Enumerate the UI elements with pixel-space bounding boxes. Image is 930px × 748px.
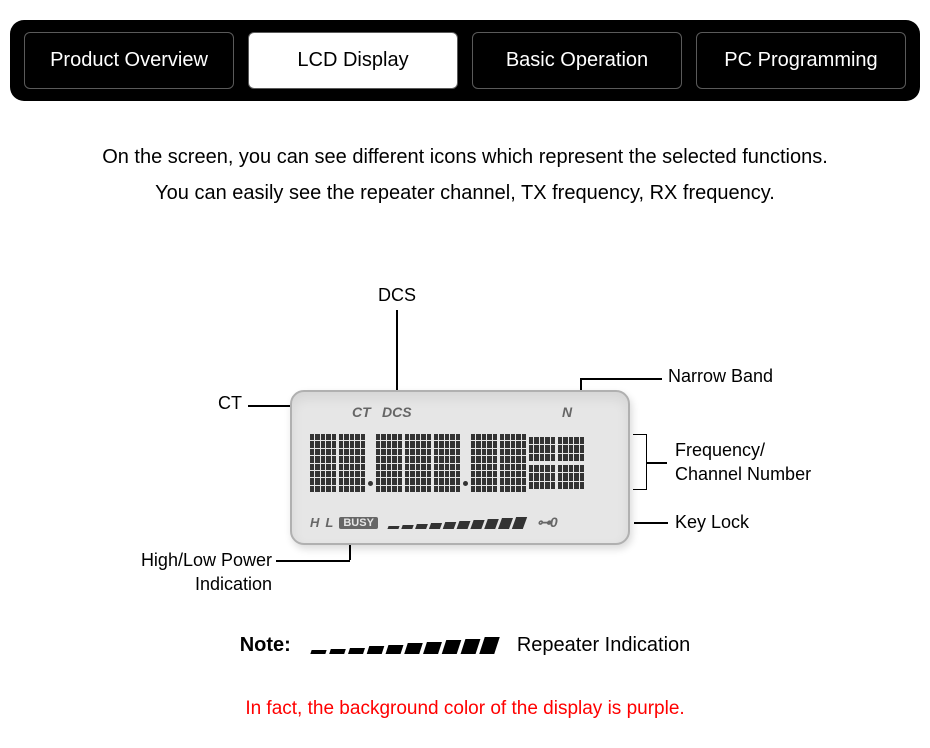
lcd-h-label: H	[310, 515, 319, 530]
tab-bar: Product Overview LCD Display Basic Opera…	[10, 20, 920, 101]
tab-pc-programming[interactable]: PC Programming	[696, 32, 906, 89]
lcd-panel: CT DCS N H L BUSY ⊶0	[290, 390, 630, 545]
lcd-digit	[500, 434, 526, 492]
callout-narrow-band: Narrow Band	[668, 366, 773, 387]
lcd-digit	[405, 434, 431, 492]
callout-hl-2: Indication	[140, 574, 272, 595]
lcd-digit	[471, 434, 497, 492]
line-hl-h	[276, 560, 350, 562]
keylock-icon: ⊶0	[537, 514, 557, 531]
callout-hl-1: High/Low Power	[140, 550, 272, 571]
lcd-bottom-row: H L BUSY ⊶0	[310, 514, 610, 531]
lcd-n-label: N	[562, 404, 572, 420]
line-keylock	[634, 522, 668, 524]
line-freq	[647, 462, 667, 464]
note-text: Repeater Indication	[517, 634, 690, 657]
note-row: Note: Repeater Indication	[0, 634, 930, 657]
lcd-busy-badge: BUSY	[339, 517, 378, 529]
intro-line-2: You can easily see the repeater channel,…	[30, 175, 900, 211]
line-narrow-h	[580, 378, 662, 380]
lcd-dcs-label: DCS	[382, 404, 412, 420]
lcd-digit-small	[558, 437, 584, 489]
lcd-digit	[376, 434, 402, 492]
lcd-diagram: DCS CT Narrow Band Frequency/ Channel Nu…	[0, 280, 930, 590]
lcd-dot	[463, 481, 468, 486]
callout-freq-2: Channel Number	[675, 464, 811, 485]
tab-lcd-display[interactable]: LCD Display	[248, 32, 458, 89]
intro-line-1: On the screen, you can see different ico…	[30, 139, 900, 175]
lcd-signal-ramp	[388, 517, 525, 529]
lcd-dot	[368, 481, 373, 486]
intro-text: On the screen, you can see different ico…	[0, 139, 930, 211]
warning-text: In fact, the background color of the dis…	[0, 698, 930, 720]
line-dcs	[396, 310, 398, 402]
tab-basic-operation[interactable]: Basic Operation	[472, 32, 682, 89]
lcd-digit	[310, 434, 336, 492]
bracket-freq	[633, 434, 647, 490]
lcd-l-label: L	[325, 515, 333, 530]
lcd-digits	[310, 434, 584, 492]
callout-dcs: DCS	[378, 285, 416, 306]
lcd-digit	[434, 434, 460, 492]
callout-keylock: Key Lock	[675, 512, 749, 533]
note-ramp-icon	[311, 637, 497, 654]
lcd-ct-label: CT	[352, 404, 371, 420]
callout-ct: CT	[218, 393, 242, 414]
note-label: Note:	[240, 634, 291, 657]
lcd-digit-small	[529, 437, 555, 489]
lcd-digit	[339, 434, 365, 492]
callout-freq-1: Frequency/	[675, 440, 765, 461]
tab-product-overview[interactable]: Product Overview	[24, 32, 234, 89]
